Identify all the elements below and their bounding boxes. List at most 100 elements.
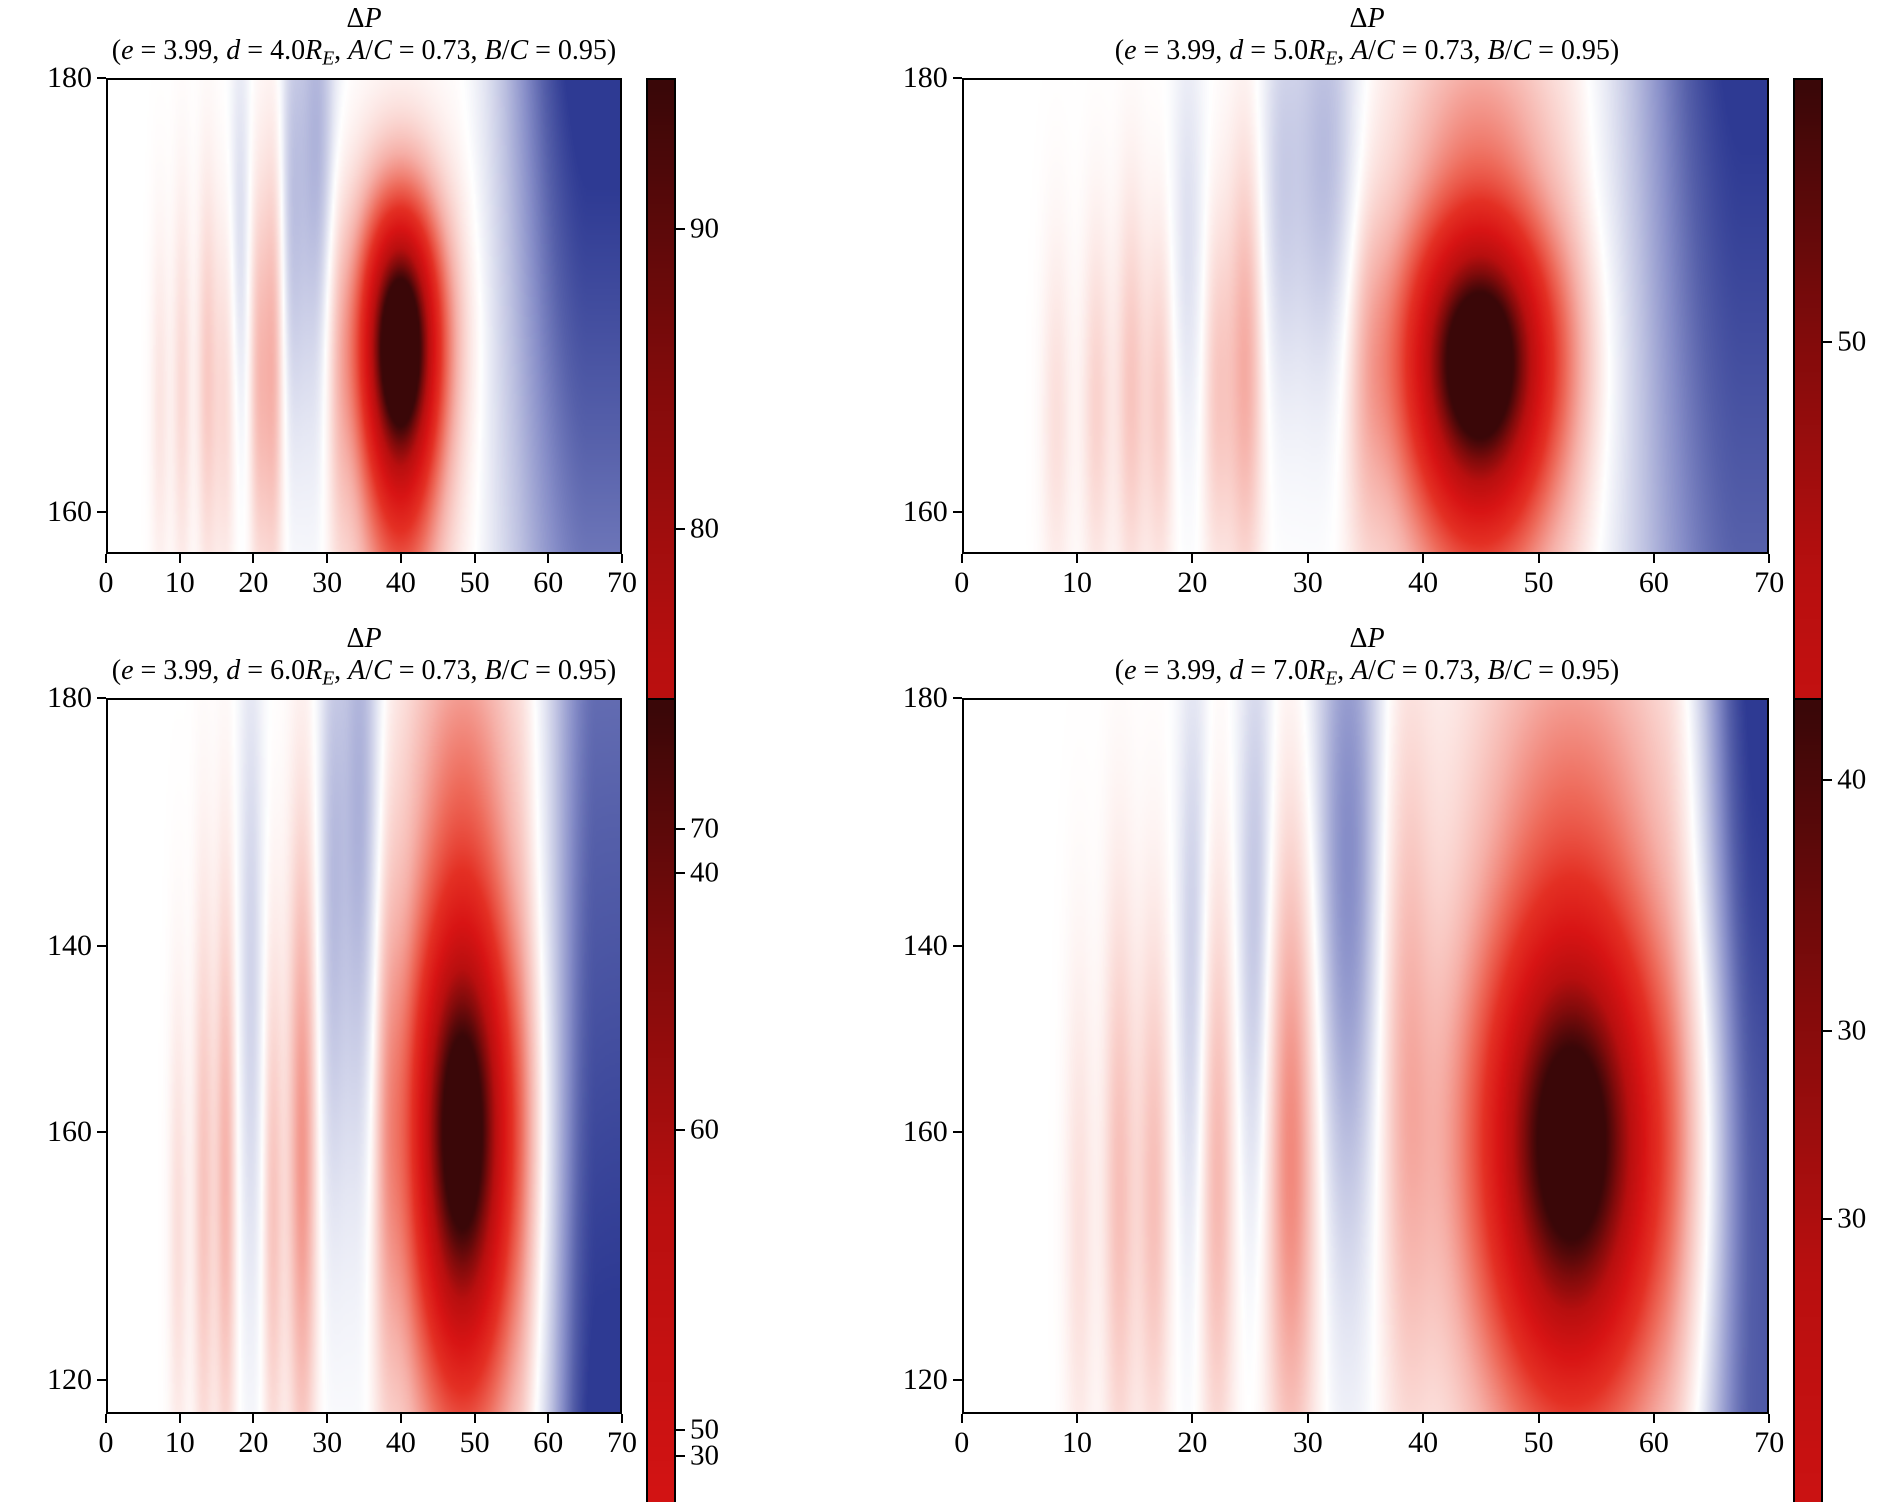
text-segment: R [1308,35,1326,66]
y-tick-mark [952,945,962,948]
x-tick-label: 10 [164,566,195,600]
x-tick-mark [326,554,329,564]
text-segment: ( [1114,35,1125,66]
text-segment: C [1512,655,1532,686]
x-tick-mark [1306,1414,1309,1424]
x-tick-label: 10 [1062,1426,1093,1460]
colorbar-canvas [646,698,676,1502]
x-tick-label: 30 [312,566,343,600]
y-tick-mark [952,77,962,80]
y-axis-ticks: 020406080100120140160180 [44,61,106,1502]
text-segment: C [1376,655,1395,686]
y-tick-mark [97,945,106,948]
x-tick-label: 30 [1292,1426,1323,1460]
x-tick-mark [252,554,255,564]
text-segment: / [1368,655,1377,686]
plot-area: 0 10 20 30 40 50 60 70 [99,78,637,599]
text-segment: ( [111,655,122,686]
text-segment: E [1325,48,1338,70]
text-segment: P [1367,623,1385,654]
text-segment: / [501,655,510,686]
text-segment: A [1351,655,1369,686]
title-block: ΔP (e = 3.99, d = 4.0RE, A/C = 0.73, B/C… [106,0,622,76]
y-tick-label: 180 [47,681,92,715]
x-tick-label: 60 [1638,566,1669,600]
x-tick-label: 10 [164,1426,195,1460]
text-segment: d [226,655,241,686]
heatmap-canvas [106,78,622,555]
text-segment: = 0.73, [391,655,485,686]
plot-subtitle: (e = 3.99, d = 5.0RE, A/C = 0.73, B/C = … [962,34,1772,76]
title-block: ΔP (e = 3.99, d = 5.0RE, A/C = 0.73, B/C… [962,0,1772,76]
x-tick-label: 50 [1523,1426,1554,1460]
colorbar-wrap [1793,698,1824,1502]
colorbar-tick-mark [1823,340,1833,343]
text-segment: = 0.95) [1531,35,1620,66]
y-tick-mark [97,1378,106,1381]
x-tick-mark [1652,1414,1655,1424]
x-tick-label: 10 [1062,566,1093,600]
x-tick-mark [1191,1414,1194,1424]
x-tick-mark [1076,1414,1079,1424]
text-segment: C [1512,35,1532,66]
text-segment: / [365,655,374,686]
y-tick-label: 160 [47,495,92,529]
colorbar-tick-label: 80 [690,512,719,545]
x-tick-mark [178,1414,181,1424]
plot-area: 0 10 20 30 40 50 60 70 [954,698,1784,1459]
text-segment: d [1229,35,1244,66]
plot-subtitle: (e = 3.99, d = 6.0RE, A/C = 0.73, B/C = … [106,654,622,696]
text-segment: C [373,655,392,686]
colorbar-tick-label: 30 [690,1439,719,1472]
text-segment: = 7.0 [1243,655,1309,686]
text-segment: / [501,35,510,66]
text-segment: Δ [1349,3,1368,34]
y-tick-mark [97,511,106,514]
plot-title: ΔP [106,624,622,654]
x-tick-label: 20 [1177,566,1208,600]
text-segment: E [322,668,335,690]
colorbar-ticks: 50403020100−10−20−30 [1823,78,1901,1502]
colorbar-tick-label: 30 [1837,1014,1867,1047]
plot-area: 0 10 20 30 40 50 60 70 [99,698,637,1459]
text-segment: = 0.73, [1394,35,1488,66]
text-segment: / [1504,35,1513,66]
plot-row: φ0, град 020406080100120140160180 010203… [0,681,856,1502]
y-tick-mark [952,1131,962,1134]
title-block: ΔP (e = 3.99, d = 7.0RE, A/C = 0.73, B/C… [962,620,1772,696]
x-tick-mark [1191,554,1194,564]
panel-d5: ΔP (e = 3.99, d = 5.0RE, A/C = 0.73, B/C… [856,0,1901,1502]
text-segment: C [1376,35,1395,66]
y-axis-ticks: 020406080100120140160180 [900,61,962,1502]
x-tick-label: 40 [1408,1426,1439,1460]
colorbar-ticks: 9080706050403020100−10−20−30 [676,78,754,1502]
x-tick-label: 40 [1408,566,1439,600]
colorbar-tick-label: 50 [690,1413,719,1446]
x-tick-mark [621,1414,623,1424]
text-segment: B [484,35,502,66]
text-segment: = 4.0 [240,35,306,66]
text-segment: A [1351,35,1369,66]
text-segment: = 3.99, [133,655,227,686]
text-segment: = 0.95) [528,35,617,66]
x-tick-mark [1652,554,1655,564]
x-tick-label: 70 [1754,566,1785,600]
x-tick-mark [252,1414,255,1424]
x-tick-mark [399,554,402,564]
colorbar-tick-mark [1823,1217,1833,1220]
x-tick-mark [473,1414,476,1424]
x-tick-mark [1768,554,1771,564]
x-tick-mark [399,1414,402,1424]
x-tick-mark [1306,554,1309,564]
x-tick-label: 30 [312,1426,343,1460]
x-tick-mark [1422,1414,1425,1424]
text-segment: , [334,655,349,686]
x-tick-label: 50 [1523,566,1554,600]
colorbar-tick-label: 50 [1837,325,1867,358]
plot-subtitle: (e = 3.99, d = 4.0RE, A/C = 0.73, B/C = … [106,34,622,76]
text-segment: = 0.73, [1394,655,1488,686]
colorbar-tick-label: 90 [690,212,719,245]
y-tick-label: 120 [47,1362,92,1396]
heatmap-canvas [106,698,622,1415]
y-axis-ticks: 020406080100120140160180 [44,681,106,1502]
